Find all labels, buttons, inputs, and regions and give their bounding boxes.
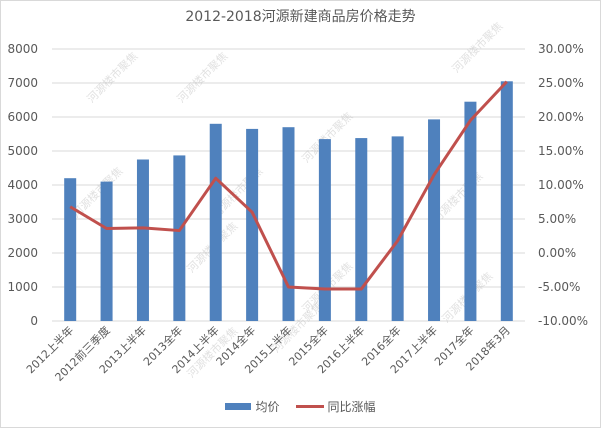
left-tick-label: 0 [30,314,38,328]
right-axis: -10.00% -5.00% 0.00% 5.00% 10.00% 15.00% 20.00… [538,42,588,328]
bar-swatch-icon [225,403,252,410]
right-tick-label: 25.00% [538,76,584,90]
watermark-text: 河源楼市聚焦 [174,49,231,106]
bar[interactable] [246,128,259,321]
right-tick-label: 20.00% [538,110,584,124]
bar[interactable] [428,119,441,321]
bar[interactable] [318,139,331,321]
bar[interactable] [173,155,186,321]
watermark-text: 河源楼市聚焦 [84,49,141,106]
yoy-line[interactable] [69,80,508,291]
bar[interactable] [500,81,513,321]
bar[interactable] [464,101,477,321]
bar[interactable] [209,123,222,321]
bar[interactable] [355,138,368,321]
watermark-text: 河源楼市聚焦 [449,19,506,76]
left-tick-label: 1000 [7,280,38,294]
right-tick-label: -10.00% [538,314,588,328]
chart-title: 2012-2018河源新建商品房价格走势 [185,9,416,25]
right-tick-label: 30.00% [538,42,584,56]
x-axis: 2012上半年2012前三季度2013上半年2013全年2014上半年2014全… [23,323,513,384]
left-tick-label: 7000 [7,76,38,90]
legend: 均价 同比涨幅 [0,398,601,415]
right-tick-label: 15.00% [538,144,584,158]
left-tick-label: 5000 [7,144,38,158]
left-tick-label: 2000 [7,246,38,260]
legend-item-yoy-change[interactable]: 同比涨幅 [295,398,376,415]
legend-label: 均价 [255,400,280,414]
right-tick-label: 0.00% [538,246,576,260]
line-swatch-icon [295,405,324,408]
bar[interactable] [391,136,404,321]
left-tick-label: 4000 [7,178,38,192]
left-tick-label: 8000 [7,42,38,56]
legend-label: 同比涨幅 [327,400,376,414]
bar[interactable] [136,159,149,322]
bar[interactable] [64,178,77,321]
right-tick-label: 5.00% [538,212,576,226]
right-tick-label: -5.00% [538,280,580,294]
left-axis: 0 1000 2000 3000 4000 5000 6000 7000 8000 [7,42,38,328]
right-tick-label: 10.00% [538,178,584,192]
line-series [69,80,508,291]
bar-series [64,81,513,321]
bar[interactable] [100,181,113,321]
left-tick-label: 3000 [7,212,38,226]
legend-item-avg-price[interactable]: 均价 [225,398,280,415]
bar[interactable] [282,127,295,321]
left-tick-label: 6000 [7,110,38,124]
